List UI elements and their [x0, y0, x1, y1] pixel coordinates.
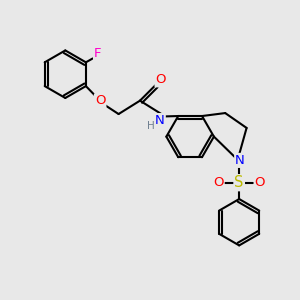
Text: O: O	[95, 94, 105, 107]
Text: N: N	[155, 114, 165, 127]
Text: O: O	[155, 74, 166, 86]
Text: F: F	[94, 47, 101, 61]
Text: S: S	[235, 175, 244, 190]
Text: O: O	[213, 176, 224, 189]
Text: N: N	[235, 154, 245, 167]
Text: H: H	[147, 121, 155, 131]
Text: O: O	[255, 176, 265, 189]
